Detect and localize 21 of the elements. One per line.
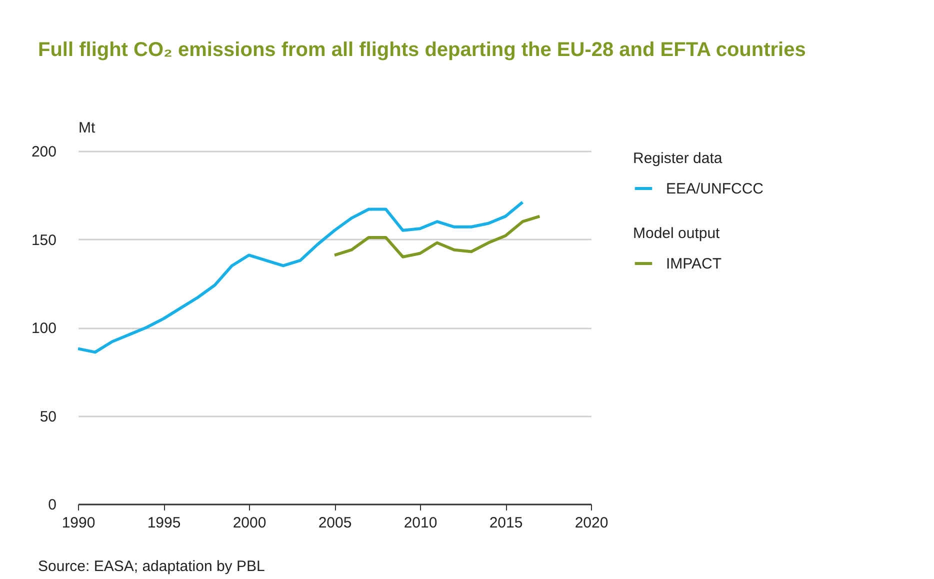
x-tick-label: 2020: [574, 514, 608, 532]
x-tick-label: 2005: [318, 514, 352, 532]
legend-label: EEA/UNFCCC: [666, 180, 764, 198]
legend-label: IMPACT: [666, 256, 722, 272]
x-tick-label: 1990: [62, 514, 96, 532]
line-series: [76, 200, 524, 354]
y-tick-label: 100: [31, 320, 56, 337]
x-tick-label: 2010: [404, 514, 438, 532]
line-series: [333, 214, 542, 258]
y-tick-label: 50: [40, 408, 56, 426]
x-tick-label: 2015: [489, 514, 523, 532]
x-tick-label: 1995: [147, 514, 181, 532]
text: Register data: [633, 150, 723, 167]
x-tick-label: 2000: [232, 514, 266, 532]
y-tick-label: 0: [48, 496, 56, 514]
y-tick-label: 200: [31, 144, 56, 160]
chart-title: Full flight CO₂ emissions from all flights departing the EU-28 and EFTA countries: [38, 39, 806, 61]
text: Model output: [633, 225, 721, 242]
source-note: Source: EASA; adaptation by PBL: [38, 558, 265, 575]
y-axis-title: Mt: [78, 120, 96, 136]
y-tick-label: 150: [31, 232, 56, 249]
